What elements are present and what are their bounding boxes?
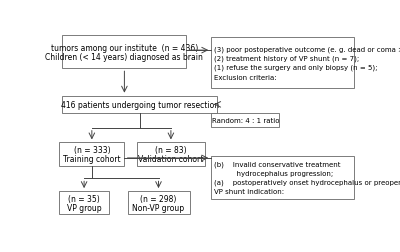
Text: (n = 298): (n = 298)	[140, 194, 177, 203]
Text: Random: 4 : 1 ratio: Random: 4 : 1 ratio	[212, 117, 279, 123]
Text: (a)    postoperatively onset hydrocephalus or preoperatively: (a) postoperatively onset hydrocephalus …	[214, 179, 400, 186]
FancyBboxPatch shape	[211, 156, 354, 199]
Text: Training cohort: Training cohort	[63, 154, 121, 164]
Text: Non-VP group: Non-VP group	[132, 203, 184, 212]
Text: (n = 333): (n = 333)	[74, 145, 110, 154]
Text: (n = 35): (n = 35)	[68, 194, 100, 203]
Text: 416 patients undergoing tumor resection: 416 patients undergoing tumor resection	[61, 101, 219, 109]
Text: (2) treatment history of VP shunt (n = 7);: (2) treatment history of VP shunt (n = 7…	[214, 55, 360, 62]
FancyBboxPatch shape	[59, 143, 124, 166]
Text: Exclusion criteria:: Exclusion criteria:	[214, 74, 277, 80]
FancyBboxPatch shape	[62, 36, 186, 69]
Text: (3) poor postoperative outcome (e. g. dead or coma > 2 weeks) (n = 8): (3) poor postoperative outcome (e. g. de…	[214, 46, 400, 52]
FancyBboxPatch shape	[137, 143, 205, 166]
FancyBboxPatch shape	[62, 96, 218, 114]
FancyBboxPatch shape	[211, 38, 354, 88]
Text: (1) refuse the surgery and only biopsy (n = 5);: (1) refuse the surgery and only biopsy (…	[214, 65, 378, 71]
Text: VP shunt indication:: VP shunt indication:	[214, 189, 284, 195]
Text: (n = 83): (n = 83)	[155, 145, 187, 154]
Text: tumors among our institute  (n = 436): tumors among our institute (n = 436)	[51, 43, 198, 52]
FancyBboxPatch shape	[128, 191, 190, 215]
Text: hydrocephalus progression;: hydrocephalus progression;	[214, 170, 334, 176]
Text: VP group: VP group	[67, 203, 102, 212]
Text: Validation cohort: Validation cohort	[138, 154, 204, 164]
Text: Children (< 14 years) diagnosed as brain: Children (< 14 years) diagnosed as brain	[46, 53, 203, 62]
FancyBboxPatch shape	[211, 114, 279, 127]
Text: (b)    Invalid conservative treatment: (b) Invalid conservative treatment	[214, 161, 341, 167]
FancyBboxPatch shape	[59, 191, 109, 215]
